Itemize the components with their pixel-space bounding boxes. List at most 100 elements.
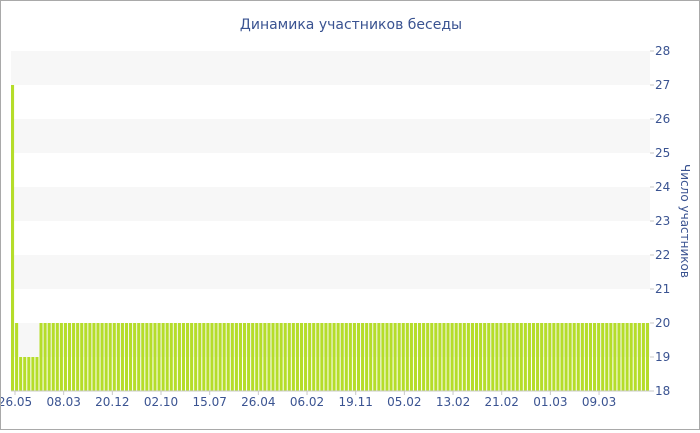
bar: [210, 323, 214, 391]
bar: [31, 357, 35, 391]
bar: [519, 323, 523, 391]
bar: [234, 323, 238, 391]
bar: [401, 323, 405, 391]
bar: [434, 323, 438, 391]
bar: [218, 323, 222, 391]
bar: [584, 323, 588, 391]
bar: [454, 323, 458, 391]
bar: [377, 323, 381, 391]
bar: [556, 323, 560, 391]
bar: [466, 323, 470, 391]
bar: [190, 323, 194, 391]
bar: [332, 323, 336, 391]
bar: [304, 323, 308, 391]
grid-band: [11, 51, 650, 85]
bar: [161, 323, 165, 391]
bar: [536, 323, 540, 391]
bar: [507, 323, 511, 391]
bar: [84, 323, 88, 391]
bar: [641, 323, 645, 391]
bar: [39, 323, 43, 391]
bar: [59, 323, 63, 391]
bar: [487, 323, 491, 391]
bar: [169, 323, 173, 391]
y-tick-label: 22: [655, 248, 670, 262]
bar: [35, 357, 39, 391]
bar: [116, 323, 120, 391]
bars: [11, 85, 649, 391]
bar: [275, 323, 279, 391]
bar: [129, 323, 133, 391]
bar: [287, 323, 291, 391]
bar: [588, 323, 593, 391]
bar: [491, 323, 495, 391]
bar: [405, 323, 409, 391]
bar: [238, 323, 242, 391]
bar: [613, 323, 617, 391]
bar: [133, 323, 137, 391]
bar: [226, 323, 230, 391]
x-tick-label: 26.05: [1, 395, 32, 409]
y-tick-label: 27: [655, 78, 670, 92]
bar: [15, 323, 19, 391]
bar: [597, 323, 601, 391]
bar: [251, 323, 255, 391]
bar: [312, 323, 316, 391]
bar: [153, 323, 157, 391]
bar: [255, 323, 259, 391]
bar: [291, 323, 295, 391]
bar: [137, 323, 141, 391]
x-tick-label: 02.10: [144, 395, 178, 409]
bar: [271, 323, 275, 391]
bar: [295, 323, 299, 391]
bar: [580, 323, 584, 391]
bar: [55, 323, 59, 391]
bar: [88, 323, 92, 391]
bar: [548, 323, 552, 391]
bar: [515, 323, 519, 391]
bar: [470, 323, 474, 391]
bar: [511, 323, 515, 391]
bar: [340, 323, 344, 391]
bar: [601, 323, 605, 391]
bar: [177, 323, 181, 391]
y-tick-label: 26: [655, 112, 670, 126]
bar: [430, 323, 434, 391]
bar: [104, 323, 108, 391]
bar: [344, 323, 348, 391]
bar: [462, 323, 466, 391]
bar: [352, 323, 356, 391]
y-tick-label: 23: [655, 214, 670, 228]
y-tick-label: 25: [655, 146, 670, 160]
bar: [413, 323, 418, 391]
bar: [389, 323, 393, 391]
bar: [279, 323, 283, 391]
bar: [625, 323, 629, 391]
bar: [259, 323, 263, 391]
bar: [316, 323, 320, 391]
bar: [267, 323, 271, 391]
grid-bands: [11, 51, 650, 357]
x-tick-label: 08.03: [46, 395, 80, 409]
bar: [19, 357, 23, 391]
y-tick-label: 19: [655, 350, 670, 364]
bar: [222, 323, 226, 391]
bar: [422, 323, 426, 391]
bar: [483, 323, 487, 391]
y-axis-label: Число участников: [678, 164, 692, 278]
bar: [540, 323, 544, 391]
bar: [629, 323, 633, 391]
bar: [605, 323, 609, 391]
bar: [43, 323, 47, 391]
bar: [96, 323, 100, 391]
bar: [186, 323, 190, 391]
bar: [72, 323, 76, 391]
grid-band: [11, 187, 650, 221]
bar: [120, 323, 124, 391]
bar: [112, 323, 116, 391]
bar: [247, 323, 251, 391]
y-tick-label: 24: [655, 180, 670, 194]
bar: [617, 323, 621, 391]
bar: [214, 323, 218, 391]
